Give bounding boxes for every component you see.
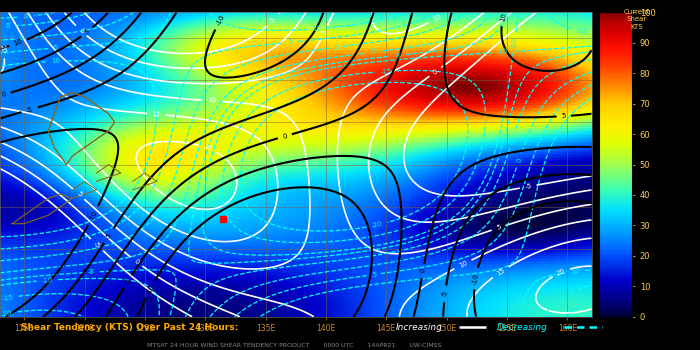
Text: 20: 20: [556, 268, 566, 277]
Text: 0: 0: [78, 27, 85, 34]
Text: 15: 15: [152, 111, 161, 118]
Text: 0: 0: [334, 44, 339, 50]
Text: -10: -10: [41, 277, 53, 284]
Text: -10: -10: [511, 37, 518, 49]
Text: 10: 10: [146, 284, 155, 295]
Text: -20: -20: [371, 221, 384, 229]
Text: 5: 5: [321, 29, 328, 35]
Text: -5: -5: [104, 231, 113, 240]
Text: 10: 10: [432, 13, 442, 23]
Text: -20: -20: [1, 310, 13, 318]
Text: 15: 15: [495, 267, 506, 277]
Text: -10: -10: [215, 13, 225, 26]
Text: Shear Tendency (KTS) Over Past 24 Hours:: Shear Tendency (KTS) Over Past 24 Hours:: [21, 323, 238, 332]
Text: -10: -10: [496, 49, 508, 55]
Text: 5: 5: [496, 224, 501, 231]
Text: -15: -15: [380, 68, 391, 75]
Text: 5: 5: [53, 45, 58, 51]
Text: 10: 10: [570, 268, 580, 275]
Text: -5: -5: [370, 49, 378, 56]
Text: -10: -10: [88, 209, 99, 222]
Text: -10: -10: [472, 272, 480, 285]
Text: 10: 10: [207, 97, 216, 104]
Text: 5: 5: [124, 278, 132, 285]
Text: 10: 10: [499, 12, 508, 22]
Text: 5: 5: [83, 28, 90, 36]
Text: 10: 10: [436, 274, 446, 281]
Text: 10: 10: [312, 26, 321, 32]
Text: Current
Shear
KTS: Current Shear KTS: [624, 9, 650, 30]
Text: -5: -5: [269, 16, 277, 25]
Text: 5: 5: [76, 191, 83, 198]
Text: 20: 20: [202, 144, 213, 153]
Text: -15: -15: [2, 294, 14, 302]
Text: 10: 10: [51, 58, 60, 64]
Text: 5: 5: [371, 271, 377, 278]
Text: 20: 20: [0, 44, 7, 54]
Text: -8: -8: [88, 269, 94, 275]
Text: 5: 5: [288, 39, 293, 46]
Text: -5: -5: [508, 136, 517, 144]
Text: 10: 10: [458, 260, 468, 269]
Text: -5: -5: [4, 23, 11, 29]
Text: Increasing: Increasing: [395, 323, 442, 332]
Text: 5: 5: [568, 289, 575, 296]
Text: -5: -5: [92, 240, 102, 250]
Text: -15: -15: [575, 27, 588, 34]
Text: 5: 5: [561, 113, 566, 119]
Text: -5: -5: [25, 106, 34, 114]
Text: -8: -8: [22, 13, 29, 20]
Text: 0: 0: [133, 258, 140, 265]
Text: 0: 0: [582, 299, 589, 307]
Text: -5: -5: [442, 290, 449, 298]
Text: 0: 0: [515, 158, 522, 164]
Text: -8: -8: [394, 52, 401, 59]
Text: 0: 0: [420, 268, 426, 274]
Text: MTSAT 24 HOUR WIND SHEAR TENDENCY PRODUCT       0000 UTC       14APR21       UW-: MTSAT 24 HOUR WIND SHEAR TENDENCY PRODUC…: [147, 343, 441, 348]
Text: Decreasing: Decreasing: [497, 323, 548, 332]
Text: 0: 0: [20, 35, 25, 42]
Text: 0: 0: [282, 133, 288, 140]
Text: -5: -5: [524, 183, 532, 190]
Text: 0: 0: [432, 68, 439, 76]
Text: 0: 0: [1, 91, 7, 98]
Text: 10: 10: [13, 38, 23, 47]
